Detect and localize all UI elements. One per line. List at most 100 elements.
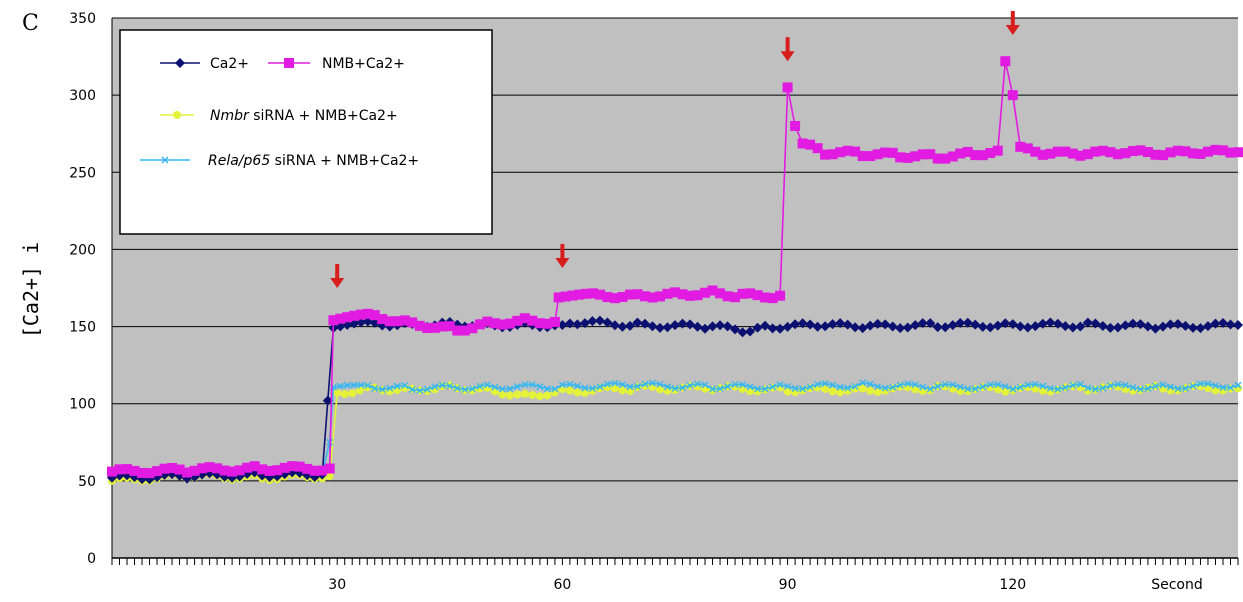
data-point [498,390,507,399]
data-point [956,383,964,391]
data-point [678,384,687,392]
data-point [362,308,373,319]
data-point [1030,321,1041,332]
data-point [776,381,784,389]
data-point [827,319,838,330]
data-point [399,315,410,326]
data-point [137,467,148,478]
legend-entry: Rela/p65 siRNA + NMB+Ca2+ [140,153,419,169]
data-point [866,380,874,388]
data-point [1135,145,1146,156]
data-point [790,121,801,131]
data-point [700,323,711,334]
data-point [677,318,688,329]
data-point [805,139,816,150]
data-point [722,291,733,302]
data-point [322,395,333,406]
data-point [189,465,200,476]
data-point [581,384,589,392]
data-point [925,149,936,160]
data-point [1106,382,1114,390]
data-point [881,386,890,395]
data-point [1091,385,1099,393]
data-point [242,462,253,473]
data-point [1187,148,1198,159]
data-point [970,319,981,330]
data-point [739,381,747,389]
y-tick-labels: 0 50 100 150 200 250 300 350 [69,11,96,567]
data-point [572,319,583,330]
data-point [1022,322,1033,333]
data-point [1054,385,1062,393]
data-point [560,291,571,302]
data-point [1187,322,1198,333]
arrow-icon [555,243,570,268]
legend-box [119,29,493,235]
data-point [1150,149,1161,160]
data-point [752,290,763,301]
data-point [1112,149,1123,160]
data-point [1172,319,1183,330]
data-point [249,461,260,472]
data-point [618,386,627,395]
data-point [686,381,694,390]
data-point [662,288,673,299]
arrow-shaft [560,243,565,260]
data-point [932,322,943,333]
data-point [1159,381,1167,389]
data-point [431,383,439,391]
data-point [438,381,446,389]
data-point [527,315,538,326]
data-point [1076,380,1084,388]
data-point [371,384,379,392]
data-point [355,386,364,395]
y-tick-label: 0 [87,551,96,567]
data-point [1112,322,1123,333]
data-point [648,379,657,387]
data-point [219,465,230,476]
data-point [842,145,853,156]
data-point [910,320,921,331]
data-point [887,321,898,332]
data-point [624,289,635,300]
data-point [663,383,672,391]
data-point [114,464,125,475]
data-point [858,384,867,393]
data-point [392,316,403,327]
data-point [722,321,733,332]
data-point [955,318,966,329]
data-point [812,143,823,154]
data-point [633,382,641,390]
data-point [1203,384,1212,393]
data-point [925,318,936,329]
data-point [407,317,418,328]
data-point [579,318,590,329]
data-point [467,323,478,334]
data-point [551,385,559,393]
data-point [378,385,386,394]
data-point [767,323,778,334]
data-point [1157,150,1168,161]
arrow-shaft [335,264,340,280]
legend: Ca2+ NMB+Ca2+ Nmbr siRNA + NMB+Ca2+ Rela/p6… [119,29,493,235]
data-point [279,462,290,473]
y-tick-label: 150 [69,320,96,336]
data-point [1016,383,1024,391]
data-point [1000,56,1011,67]
data-point [1180,146,1191,157]
data-point [805,319,816,330]
data-point [1120,148,1131,159]
data-point [574,289,585,300]
data-point [565,386,574,395]
data-point [1202,146,1213,157]
data-point [1217,317,1228,328]
data-point [692,290,703,301]
data-point [1024,381,1032,389]
data-point [709,385,717,393]
data-point [806,383,814,391]
data-point [1210,144,1221,155]
data-point [333,388,342,397]
data-point [1142,321,1153,332]
data-point [1082,149,1093,160]
legend-entry: NMB+Ca2+ [268,56,405,72]
